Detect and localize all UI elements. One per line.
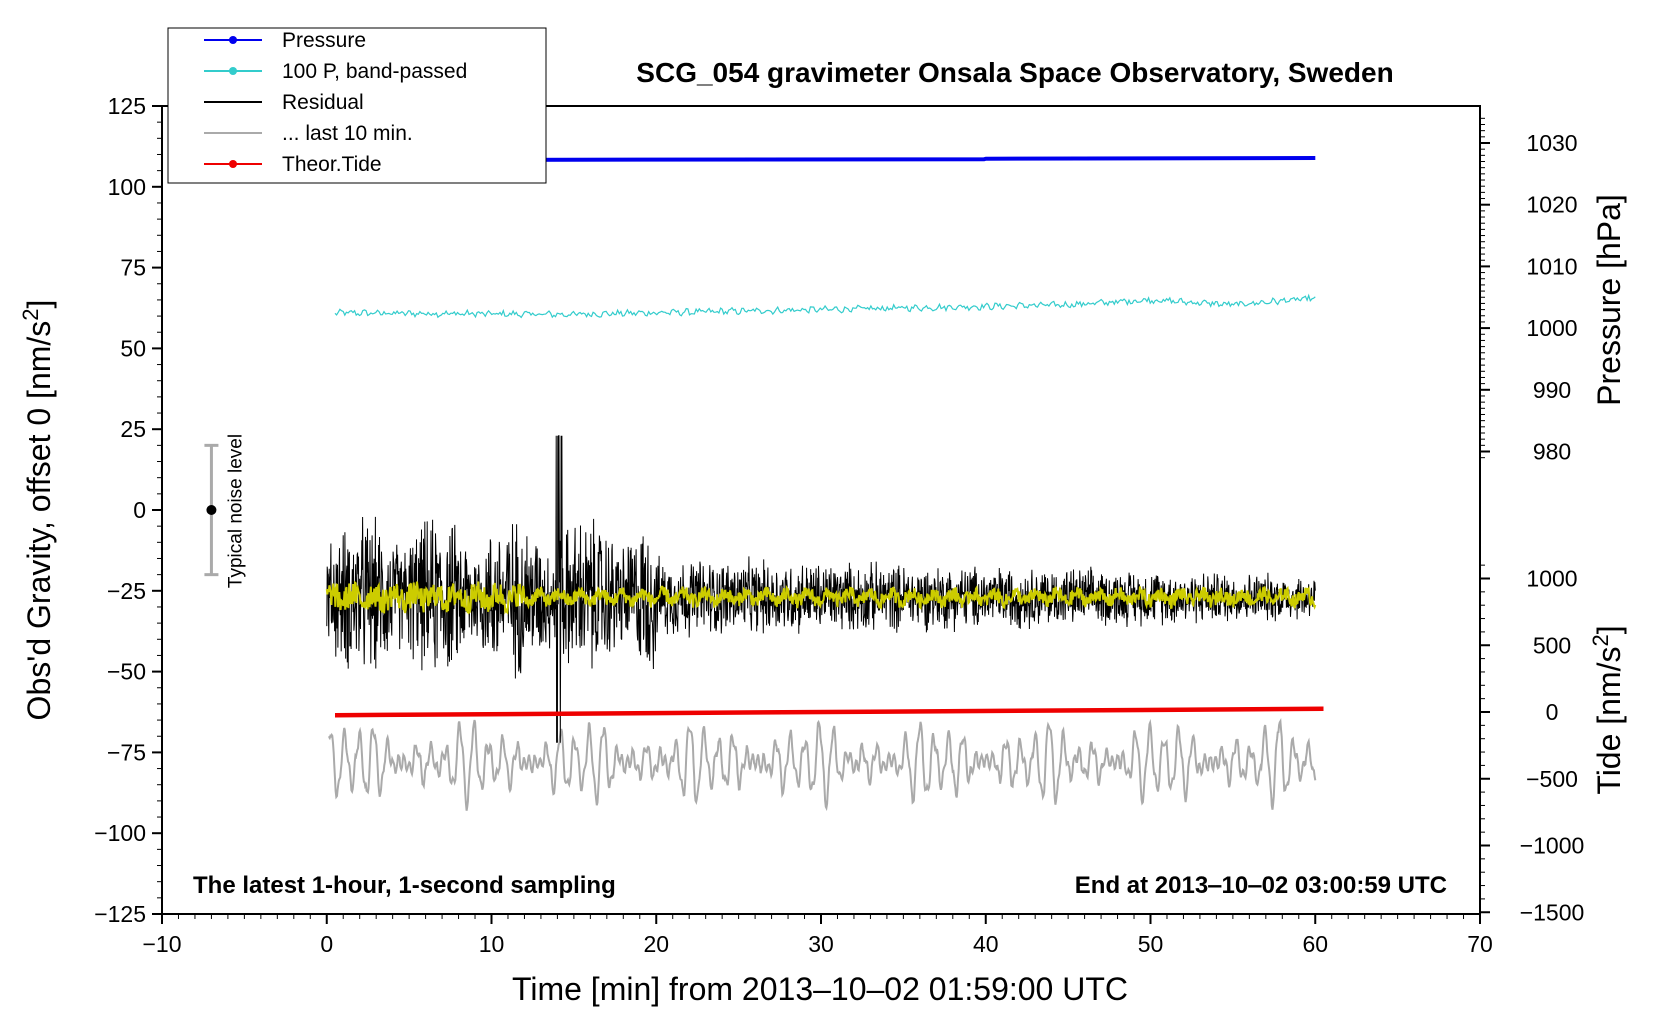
series-pressure <box>343 156 1316 162</box>
y-axis-label-pressure: Pressure [hPa] <box>1591 194 1627 406</box>
noise-label: Typical noise level <box>225 434 246 588</box>
pressure-tick-label: 1020 <box>1526 192 1577 218</box>
tide-tick-label: −1500 <box>1520 899 1585 925</box>
annotation-sampling: The latest 1‑hour, 1‑second sampling <box>193 872 616 899</box>
y-axis-label-left: Obs'd Gravity, offset 0 [nm/s2] <box>18 300 57 721</box>
y-tick-label: −75 <box>107 739 146 765</box>
y-tick-label: 125 <box>108 93 146 119</box>
plot-frame <box>161 105 1481 915</box>
pressure-tick-label: 990 <box>1533 377 1571 403</box>
y-tick-label: −125 <box>94 901 146 927</box>
y-tick-label: 75 <box>120 255 146 281</box>
x-tick-label: 40 <box>973 931 999 957</box>
series-residual-smoothed <box>325 580 1317 615</box>
x-tick-label: 60 <box>1302 931 1328 957</box>
y-tick-label: 50 <box>120 335 146 361</box>
legend-label: ... last 10 min. <box>282 122 413 145</box>
legend-label: Pressure <box>282 29 366 52</box>
x-tick-label: 70 <box>1467 931 1493 957</box>
y-tick-label: 0 <box>133 497 146 523</box>
pressure-tick-label: 1010 <box>1526 253 1577 279</box>
pressure-tick-label: 1030 <box>1526 130 1577 156</box>
axis-ticks: −10 0 10 20 30 40 50 60 701251007550250−25−50−75… <box>94 93 1584 957</box>
y-tick-label: −25 <box>107 578 146 604</box>
y-axis-label-tide: Tide [nm/s2] <box>1588 625 1627 794</box>
series-last-10-min <box>328 718 1317 812</box>
legend-items: Pressure 100 P, band‑passed Residual ... la… <box>204 29 467 176</box>
tide-tick-label: 0 <box>1546 699 1559 725</box>
x-axis-label: Time [min] from 2013‒10‒02 01:59:00 UTC <box>512 971 1128 1007</box>
legend: Pressure 100 P, band‑passed Residual ... la… <box>167 27 547 184</box>
noise-indicator: Typical noise level <box>204 434 246 588</box>
tide-tick-label: 1000 <box>1526 566 1577 592</box>
y-tick-label: 25 <box>120 416 146 442</box>
chart-title: SCG_054 gravimeter Onsala Space Observat… <box>636 57 1393 88</box>
x-tick-label: 0 <box>320 931 333 957</box>
x-tick-label: 50 <box>1138 931 1164 957</box>
series-bandpassed-pressure <box>334 293 1316 319</box>
tide-tick-label: −1000 <box>1520 833 1585 859</box>
noise-center-dot <box>206 505 217 515</box>
pressure-tick-label: 980 <box>1533 439 1571 465</box>
legend-label: Residual <box>282 91 364 114</box>
annotation-end-time: End at 2013‒10‒02 03:00:59 UTC <box>1075 872 1447 899</box>
legend-label: 100 P, band‑passed <box>282 60 467 83</box>
y-tick-label: 100 <box>108 174 146 200</box>
y-tick-label: −50 <box>107 659 146 685</box>
tide-tick-label: −500 <box>1526 766 1578 792</box>
tide-tick-label: 500 <box>1533 632 1571 658</box>
series-theor-tide <box>334 706 1324 718</box>
legend-box <box>167 27 547 184</box>
x-tick-label: 20 <box>643 931 669 957</box>
x-tick-label: −10 <box>142 931 181 957</box>
legend-marker <box>229 36 237 44</box>
x-tick-label: 30 <box>808 931 834 957</box>
legend-marker <box>229 67 237 75</box>
pressure-tick-label: 1000 <box>1526 315 1577 341</box>
legend-label: Theor.Tide <box>282 153 382 176</box>
series-layer <box>325 156 1324 812</box>
x-tick-label: 10 <box>479 931 505 957</box>
legend-marker <box>229 160 237 168</box>
y-tick-label: −100 <box>94 820 146 846</box>
